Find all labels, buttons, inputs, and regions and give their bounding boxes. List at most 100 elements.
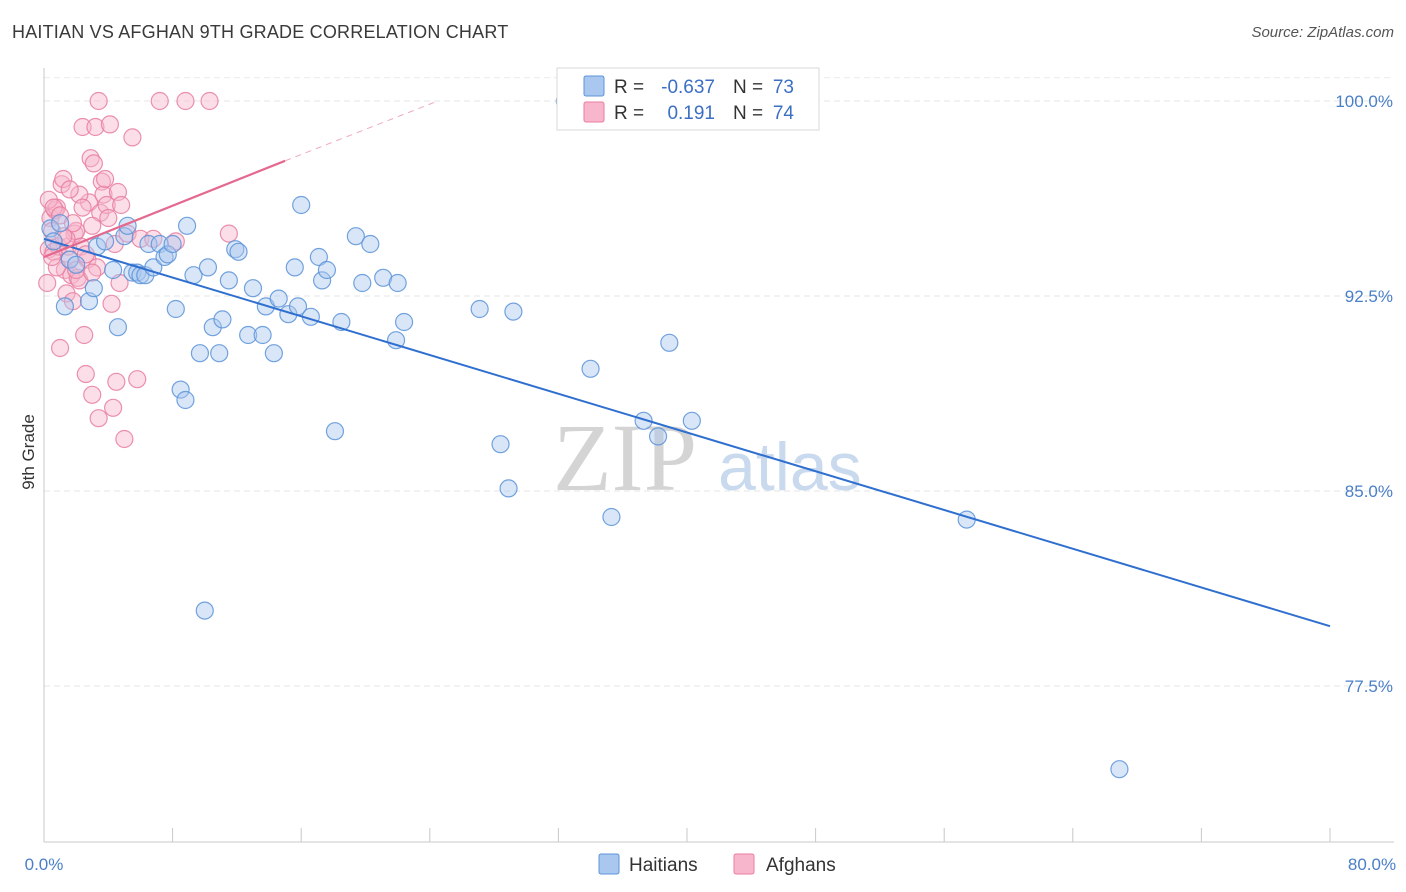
watermark-zip: ZIP	[553, 404, 697, 511]
afghans-point	[100, 115, 120, 134]
haitians-point	[229, 242, 248, 261]
afghans-trend-extension	[284, 100, 439, 162]
haitians-point	[108, 318, 128, 337]
haitians-point	[84, 279, 103, 298]
chart-title: HAITIAN VS AFGHAN 9TH GRADE CORRELATION …	[12, 22, 509, 42]
afghans-point	[128, 370, 147, 389]
afghans-point	[200, 91, 219, 111]
afghans-point	[107, 372, 126, 391]
haitians-point	[470, 299, 489, 319]
afghans-point	[219, 224, 238, 243]
legend-r-value: -0.637	[661, 77, 715, 98]
haitians-point	[158, 245, 177, 264]
haitians-point	[346, 227, 365, 246]
legend-marker-afghans	[733, 853, 755, 875]
afghans-point	[99, 208, 118, 228]
haitians-point	[104, 260, 123, 280]
afghans-point	[38, 273, 57, 293]
y-axis-label: 9th Grade	[19, 414, 38, 490]
afghans-point	[50, 338, 70, 358]
haitians-point	[195, 601, 214, 620]
afghans-point	[176, 91, 195, 111]
series-legend: Haitians Afghans	[598, 853, 836, 876]
afghans-point	[92, 172, 111, 191]
haitians-point	[317, 260, 337, 280]
afghans-point	[86, 117, 105, 137]
haitians-point	[353, 273, 372, 293]
legend-marker-haitians	[598, 853, 620, 875]
afghans-point	[123, 128, 142, 147]
haitians-point	[144, 258, 163, 277]
legend-r-label: R =	[614, 103, 644, 124]
haitians-point	[957, 510, 976, 529]
haitians-point	[504, 302, 523, 321]
haitians-point	[176, 390, 195, 410]
afghans-point	[115, 429, 134, 449]
haitians-point	[361, 234, 380, 254]
haitians-points	[41, 91, 1129, 779]
y-tick-label: 85.0%	[1345, 482, 1393, 501]
haitians-point	[309, 247, 328, 267]
haitians-point	[648, 427, 668, 446]
haitians-point	[660, 333, 679, 352]
afghans-point	[73, 117, 92, 137]
legend-n-label: N =	[733, 103, 763, 124]
axes: 0.0% 80.0%	[25, 68, 1396, 874]
haitians-point	[219, 271, 238, 290]
trend-lines	[43, 100, 1331, 628]
afghans-point	[102, 294, 121, 313]
afghans-point	[73, 198, 92, 217]
haitians-point	[253, 325, 272, 345]
watermark-atlas: atlas	[718, 429, 862, 505]
haitians-point	[682, 411, 701, 430]
haitians-point	[155, 247, 174, 267]
haitians-point	[226, 240, 245, 259]
correlation-legend: R = -0.637 N = 73 R = 0.191 N = 74	[556, 67, 820, 131]
haitians-point	[269, 289, 288, 308]
afghans-point	[84, 154, 103, 173]
haitians-point	[190, 344, 210, 363]
haitians-point	[1110, 760, 1129, 779]
haitians-point	[312, 271, 332, 290]
haitians-point	[171, 380, 190, 399]
x-tick-label: 80.0%	[1348, 855, 1396, 874]
x-tick-label: 0.0%	[25, 855, 64, 874]
haitians-point	[203, 318, 222, 337]
afghans-point	[83, 263, 102, 282]
haitians-point	[213, 310, 232, 329]
haitians-point	[243, 279, 263, 298]
afghans-trend-line	[43, 159, 286, 259]
haitians-point	[394, 312, 414, 332]
afghans-point	[76, 364, 95, 384]
haitians-point	[292, 195, 311, 215]
haitians-point	[163, 234, 182, 254]
legend-n-value: 73	[773, 77, 794, 98]
haitians-point	[67, 255, 86, 274]
haitians-point	[166, 299, 185, 319]
afghans-point	[75, 325, 94, 345]
legend-swatch-afghans	[583, 101, 605, 123]
haitians-point	[285, 258, 304, 277]
gridlines: 77.5% 85.0% 92.5% 100.0%	[44, 77, 1394, 696]
afghans-point	[89, 91, 108, 111]
haitians-trend-line	[43, 237, 1331, 628]
afghans-point	[81, 149, 100, 168]
haitians-point	[115, 227, 134, 246]
y-tick-label: 100.0%	[1335, 92, 1393, 111]
legend-n-value: 74	[773, 103, 795, 124]
afghans-point	[89, 409, 108, 428]
afghans-point	[94, 185, 113, 204]
haitians-point	[239, 325, 258, 345]
legend-haitians-label: Haitians	[629, 855, 698, 876]
afghans-point	[104, 398, 123, 417]
legend-r-value: 0.191	[667, 103, 715, 124]
y-tick-label: 77.5%	[1345, 677, 1393, 696]
haitians-point	[325, 422, 345, 441]
afghans-point	[83, 385, 102, 404]
haitians-point	[177, 216, 197, 235]
afghans-point	[112, 195, 131, 215]
haitians-point	[55, 297, 74, 316]
afghans-point	[150, 91, 169, 111]
afghans-point	[97, 195, 116, 215]
